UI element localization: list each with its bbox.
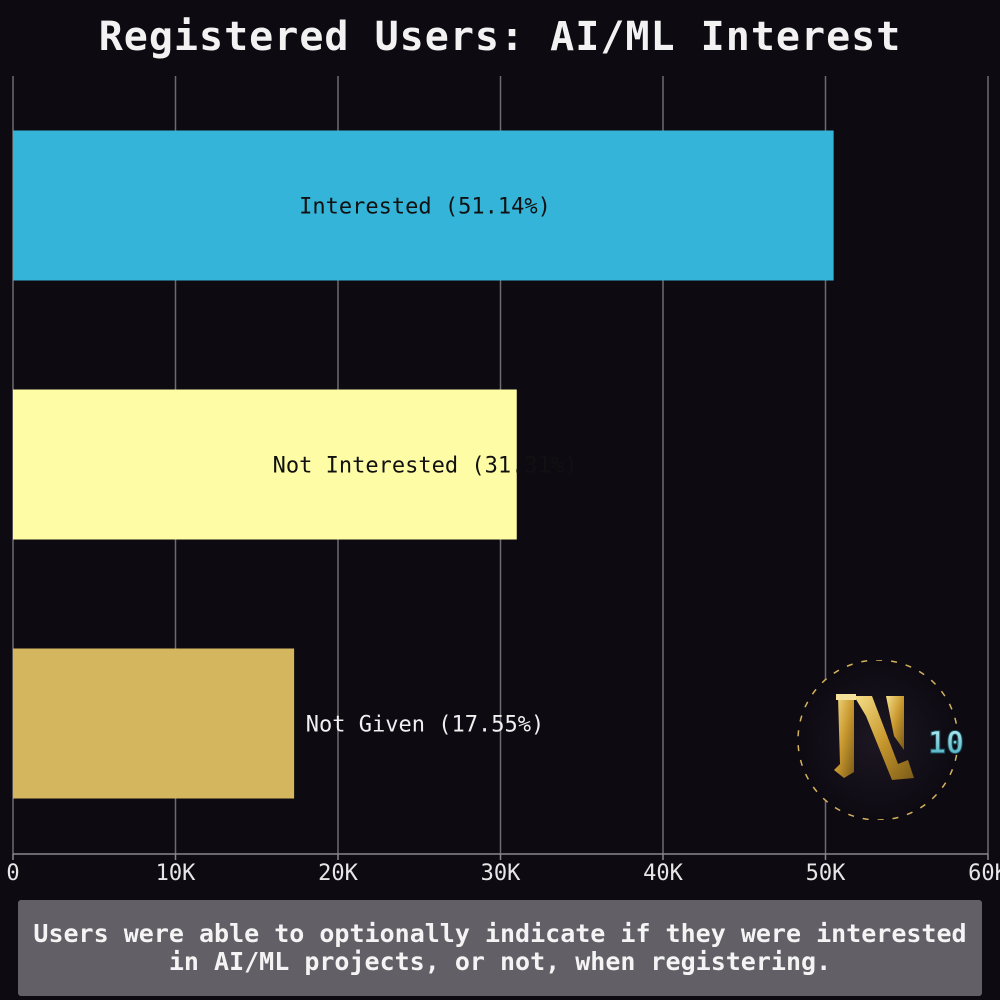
bar-interested	[13, 130, 834, 281]
bar-label: Interested (51.14%)	[299, 195, 551, 220]
chart-title: Registered Users: AI/ML Interest	[98, 14, 902, 60]
x-tick-label: 50K	[806, 861, 846, 886]
x-tick-label: 10K	[156, 861, 196, 886]
x-tick-label: 20K	[318, 861, 358, 886]
chart-caption: Users were able to optionally indicate i…	[18, 900, 982, 996]
bar-labels: Interested (51.14%) Not Interested (31.31…	[273, 195, 578, 738]
bar-label: Not Interested (31.31%)	[273, 454, 578, 479]
logo-number: 10	[928, 726, 964, 761]
x-tick-label: 30K	[481, 861, 521, 886]
bar-not-given	[13, 648, 295, 799]
x-axis: 0 10K 20K 30K 40K 50K 60K	[6, 853, 1000, 886]
bars	[13, 130, 834, 799]
hackathon-10-logo-icon: 10	[797, 660, 965, 820]
bar-not-interested	[13, 389, 517, 540]
x-tick-label: 0	[6, 861, 19, 886]
x-tick-label: 60K	[968, 861, 1000, 886]
x-tick-label: 40K	[643, 861, 683, 886]
bar-label: Not Given (17.55%)	[306, 713, 544, 738]
